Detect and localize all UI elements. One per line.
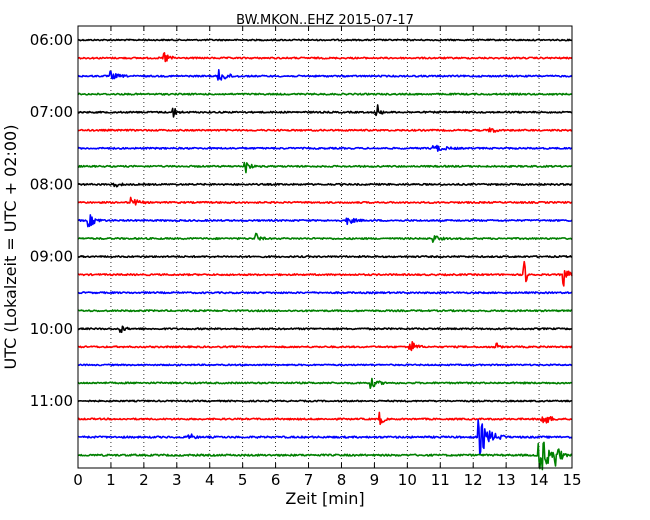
- trace-0700: [77, 104, 573, 118]
- x-axis: 0 1 2 3 4 5 6 7 8 9 10 11 12 13 14 15: [73, 26, 582, 489]
- x-tick-label: 15: [562, 471, 581, 489]
- trace-0830: [77, 214, 573, 228]
- y-axis: 06:00 07:00 08:00 09:00 10:00 11:00: [30, 31, 572, 410]
- trace-0930: [77, 291, 573, 295]
- trace-1130: [77, 419, 573, 456]
- x-tick-label: 7: [304, 471, 314, 489]
- trace-0800: [77, 182, 573, 188]
- trace-0600: [77, 38, 573, 42]
- y-tick-label: 09:00: [30, 248, 73, 266]
- trace-0900: [77, 255, 573, 259]
- trace-0730: [77, 144, 573, 152]
- traces-group: [77, 38, 573, 471]
- y-tick-label: 08:00: [30, 175, 73, 193]
- trace-0715: [77, 127, 573, 133]
- chart-title: BW.MKON..EHZ 2015-07-17: [236, 13, 414, 28]
- x-tick-label: 9: [370, 471, 380, 489]
- y-tick-label: 07:00: [30, 103, 73, 121]
- trace-1115: [77, 411, 573, 426]
- trace-0845: [77, 232, 573, 243]
- trace-0945: [77, 309, 573, 313]
- x-tick-label: 6: [271, 471, 281, 489]
- x-tick-label: 3: [172, 471, 182, 489]
- trace-1015: [77, 341, 573, 352]
- x-tick-label: 2: [139, 471, 149, 489]
- x-tick-label: 8: [337, 471, 347, 489]
- trace-1000: [77, 325, 573, 334]
- x-tick-label: 5: [238, 471, 248, 489]
- trace-0645: [77, 92, 573, 96]
- x-tick-label: 13: [497, 471, 516, 489]
- y-tick-label: 11:00: [30, 392, 73, 410]
- trace-1100: [77, 399, 573, 403]
- y-tick-label: 06:00: [30, 31, 73, 49]
- trace-1030: [77, 363, 573, 367]
- x-tick-label: 1: [106, 471, 116, 489]
- x-tick-label: 12: [464, 471, 483, 489]
- y-axis-label: UTC (Lokalzeit = UTC + 02:00): [1, 125, 20, 370]
- plot-frame: [77, 25, 573, 469]
- x-tick-label: 4: [205, 471, 215, 489]
- y-tick-label: 10:00: [30, 320, 73, 338]
- x-tick-label: 10: [398, 471, 417, 489]
- trace-0615: [77, 52, 573, 63]
- trace-0915: [77, 260, 573, 287]
- x-axis-label: Zeit [min]: [285, 489, 364, 508]
- trace-0745: [77, 161, 573, 174]
- x-tick-label: 11: [431, 471, 450, 489]
- trace-1045: [77, 377, 573, 390]
- trace-1145: [77, 441, 573, 471]
- x-tick-label: 0: [73, 471, 83, 489]
- trace-0630: [77, 69, 573, 81]
- x-tick-label: 14: [530, 471, 549, 489]
- trace-0815: [77, 196, 573, 206]
- vertical-grid: [110, 26, 540, 468]
